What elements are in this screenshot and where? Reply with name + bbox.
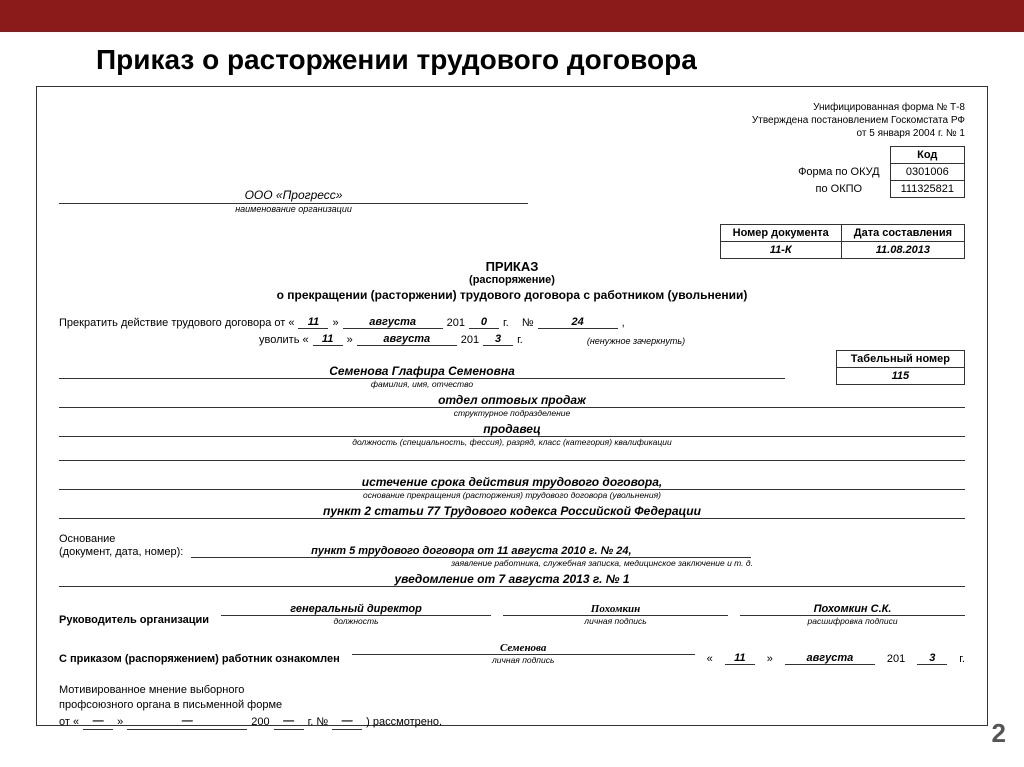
basis-text2: уведомление от 7 августа 2013 г. № 1 (59, 572, 965, 587)
form-header-line1: Унифицированная форма № Т-8 (59, 101, 965, 114)
form-header-line3: от 5 января 2004 г. № 1 (59, 127, 965, 140)
contract-prefix: Прекратить действие трудового договора о… (59, 317, 294, 329)
fio-caption: фамилия, имя, отчество (59, 379, 785, 389)
motivated-day: — (83, 714, 113, 730)
okud-value: 0301006 (890, 164, 964, 181)
worker-sign: Семенова (352, 642, 695, 655)
ack-month: августа (785, 652, 875, 665)
code-table: Код Форма по ОКУД0301006 по ОКПО11132582… (788, 146, 965, 198)
motivated-year-prefix: 200 (251, 715, 269, 730)
contract-terminate-line: Прекратить действие трудового договора о… (59, 316, 965, 329)
worker-sign-caption: личная подпись (352, 655, 695, 665)
dept-caption: структурное подразделение (59, 408, 965, 418)
prikaz-sub: (распоряжение) (59, 274, 965, 286)
num-label: № (522, 317, 534, 329)
basis-label1: Основание (59, 533, 965, 545)
dismiss-line: уволить « 11 » августа 201 3 г. (ненужно… (59, 333, 965, 346)
contract-day1: 11 (298, 316, 328, 329)
reason-block: истечение срока действия трудового догов… (59, 475, 965, 519)
person-position: продавец (59, 422, 965, 437)
doc-num-header: Номер документа (720, 225, 841, 242)
year1-prefix: 201 (447, 317, 465, 329)
basis-label2: (документ, дата, номер): (59, 546, 183, 558)
sign-caption: личная подпись (503, 616, 728, 626)
dismiss-prefix: уволить « (259, 334, 309, 346)
motivated-num: — (332, 714, 362, 730)
motivated-prefix: от « (59, 715, 79, 730)
basis-block: Основание (документ, дата, номер): пункт… (59, 533, 965, 587)
contract-num: 24 (538, 316, 618, 329)
form-header-line2: Утверждена постановлением Госкомстата РФ (59, 114, 965, 127)
ack-day: 11 (725, 652, 755, 665)
manager-sign: Похомкин (503, 603, 728, 616)
reason-caption: основание прекращения (расторжения) труд… (59, 490, 965, 500)
basis-caption: заявление работника, служебная записка, … (59, 558, 965, 568)
motivated-month: — (127, 714, 247, 730)
position-caption2: должность (221, 616, 491, 626)
page-title: Приказ о расторжении трудового договора (0, 32, 1024, 86)
dismiss-day: 11 (313, 333, 343, 346)
top-bar (0, 0, 1024, 32)
ack-year-prefix: 201 (887, 653, 905, 665)
ack-year: 3 (917, 652, 947, 665)
manager-label: Руководитель организации (59, 614, 209, 626)
kod-header: Код (890, 147, 964, 164)
reason-line1: истечение срока действия трудового догов… (59, 475, 965, 490)
person-fio: Семенова Глафира Семеновна (59, 364, 785, 379)
manager-decoded: Похомкин С.К. (740, 603, 965, 616)
document-form: Унифицированная форма № Т-8 Утверждена п… (36, 86, 988, 726)
prikaz-title: ПРИКАЗ (59, 259, 965, 274)
motivated-considered: ) рассмотрено. (366, 715, 442, 730)
doc-number-table: Номер документа Дата составления 11-К 11… (720, 224, 965, 259)
okpo-value: 111325821 (890, 181, 964, 198)
doc-date-header: Дата составления (841, 225, 964, 242)
year2-prefix: 201 (461, 334, 479, 346)
basis-text1: пункт 5 трудового договора от 11 августа… (191, 545, 751, 558)
decoded-caption: расшифровка подписи (740, 616, 965, 626)
motivated-line1: Мотивированное мнение выборного (59, 683, 965, 698)
contract-month1: августа (343, 316, 443, 329)
dismiss-year: 3 (483, 333, 513, 346)
strike-note: (ненужное зачеркнуть) (587, 336, 685, 346)
doc-num: 11-К (720, 242, 841, 259)
worker-sign-row: С приказом (распоряжением) работник озна… (59, 642, 965, 665)
person-dept: отдел оптовых продаж (59, 393, 965, 408)
okpo-label: по ОКПО (788, 181, 890, 198)
position-caption: должность (специальность, фессия), разря… (59, 437, 965, 447)
okud-label: Форма по ОКУД (788, 164, 890, 181)
manager-position: генеральный директор (221, 603, 491, 616)
motivated-line2: профсоюзного органа в письменной форме (59, 698, 965, 713)
tab-number-table: Табельный номер 115 (836, 350, 965, 385)
prikaz-line: о прекращении (расторжении) трудового до… (59, 288, 965, 302)
tabnum-header: Табельный номер (836, 351, 964, 368)
reason-line2: пункт 2 статьи 77 Трудового кодекса Росс… (59, 504, 965, 519)
organization-caption: наименование организации (59, 204, 528, 214)
form-header: Унифицированная форма № Т-8 Утверждена п… (59, 101, 965, 140)
acquaint-label: С приказом (распоряжением) работник озна… (59, 653, 340, 665)
motivated-year: — (274, 714, 304, 730)
page-number: 2 (992, 718, 1006, 749)
manager-sign-row: Руководитель организации генеральный дир… (59, 603, 965, 626)
motivated-block: Мотивированное мнение выборного профсоюз… (59, 683, 965, 730)
doc-date: 11.08.2013 (841, 242, 964, 259)
contract-year1: 0 (469, 316, 499, 329)
organization-name: ООО «Прогресс» (59, 188, 528, 204)
tabnum-value: 115 (836, 368, 964, 385)
dismiss-month: августа (357, 333, 457, 346)
